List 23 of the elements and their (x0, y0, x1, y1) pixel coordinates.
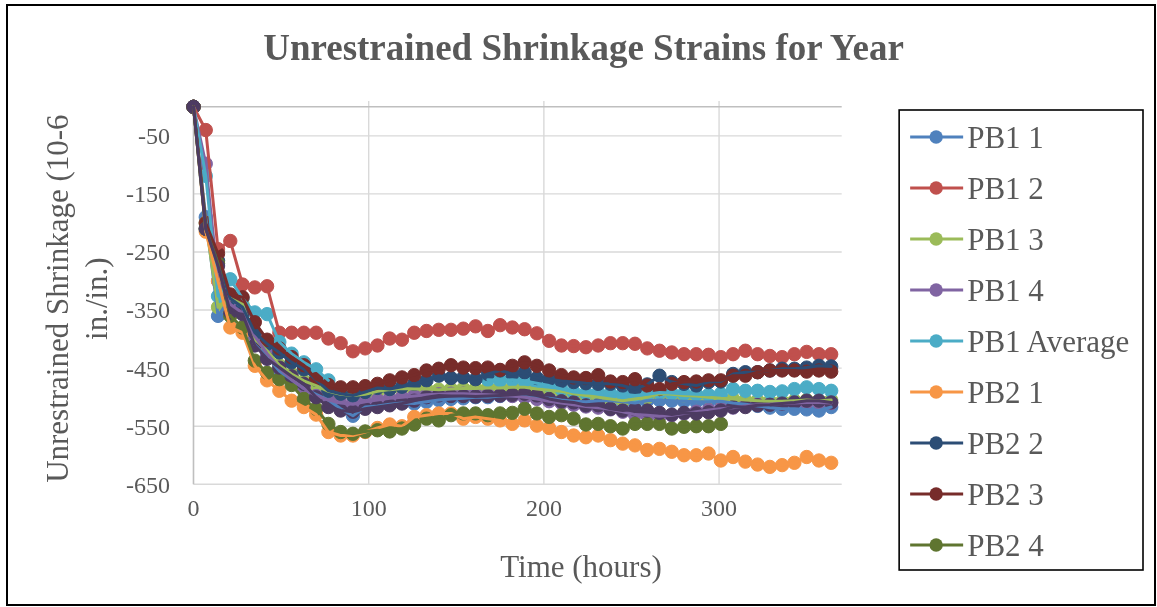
y-tick-label: -550 (126, 413, 170, 440)
x-tick-label: 100 (350, 495, 387, 521)
y-tick-label: -250 (126, 239, 170, 266)
legend-label: PB1 1 (967, 119, 1044, 155)
x-axis-title: Time (hours) (500, 549, 662, 584)
legend-label: PB1 4 (967, 272, 1045, 308)
x-tick-label: 0 (187, 495, 200, 521)
y-tick-label: -150 (126, 181, 170, 208)
chart-title: Unrestrained Shrinkage Strains for Year (263, 27, 904, 68)
y-tick-label: -350 (126, 297, 170, 324)
legend-label: PB1 2 (967, 170, 1044, 206)
y-tick-label: -450 (126, 355, 170, 382)
x-tick-label: 300 (701, 495, 738, 521)
legend-label: PB2 4 (967, 527, 1045, 563)
legend-label: PB2 1 (967, 374, 1044, 410)
y-axis-title: Unrestrained Shrinkage (10-6 in./in.) (40, 114, 114, 483)
y-tick-label: -50 (138, 123, 170, 150)
legend-label: PB1 Average (967, 323, 1130, 359)
x-tick-label: 200 (525, 495, 562, 521)
legend-label: PB1 3 (967, 221, 1044, 257)
y-tick-label: -650 (126, 471, 170, 498)
legend-label: PB2 3 (967, 476, 1044, 512)
legend-label: PB2 2 (967, 425, 1044, 461)
